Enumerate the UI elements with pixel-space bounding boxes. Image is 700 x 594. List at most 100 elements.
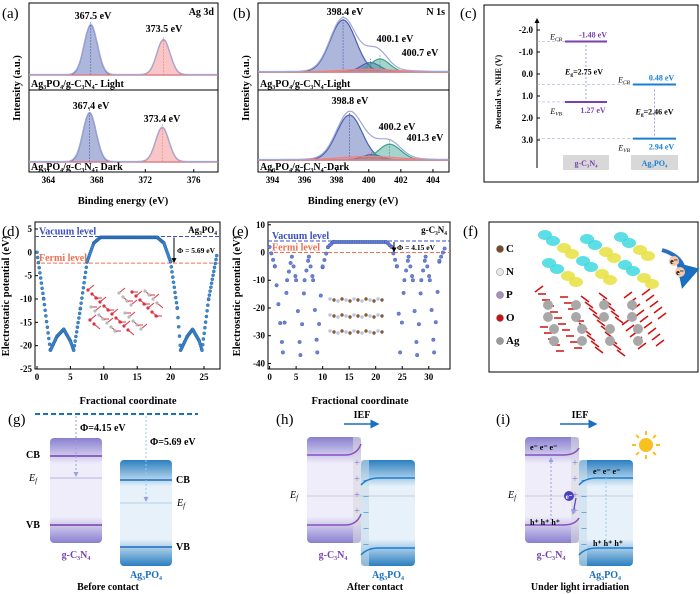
x-tick-label: 10 bbox=[318, 372, 328, 382]
material-label: Ag₃PO₄ bbox=[589, 570, 621, 581]
crystal-atom bbox=[372, 331, 376, 335]
sun-ray bbox=[652, 434, 657, 439]
electron-icon bbox=[675, 267, 685, 277]
panel-label: (f) bbox=[463, 224, 478, 240]
x-axis-label: Binding energy (eV) bbox=[308, 196, 399, 207]
data-point bbox=[171, 280, 176, 284]
data-point bbox=[406, 254, 411, 259]
data-point bbox=[205, 309, 209, 313]
data-point bbox=[83, 270, 88, 275]
data-point bbox=[73, 339, 77, 343]
x-tick-label: 364 bbox=[42, 175, 56, 185]
crystal-atom bbox=[89, 305, 93, 309]
data-point bbox=[269, 251, 274, 256]
crystal-atom bbox=[146, 306, 150, 310]
data-point bbox=[415, 353, 420, 358]
vb-label: VB bbox=[176, 542, 190, 553]
material-title: g-C₃N₄ bbox=[421, 225, 447, 235]
envelope-curve bbox=[258, 110, 449, 161]
electron-label: e⁻ bbox=[676, 268, 684, 277]
data-point bbox=[46, 331, 50, 335]
data-point bbox=[76, 320, 80, 325]
peak-component bbox=[258, 19, 449, 73]
x-tick-label: 398 bbox=[330, 175, 344, 185]
material-label: Ag₃PO₄ bbox=[372, 570, 404, 581]
data-point bbox=[80, 296, 84, 300]
x-tick-label: 20 bbox=[166, 372, 176, 382]
bond bbox=[649, 300, 659, 308]
electrons-label: e⁻ e⁻ e⁻ bbox=[593, 467, 620, 476]
bandgap-label: Eg=2.46 eV bbox=[635, 108, 674, 119]
data-point bbox=[170, 270, 174, 274]
crystal-atom bbox=[93, 309, 97, 313]
crystal-atom bbox=[332, 330, 336, 334]
positive-charge: + bbox=[572, 457, 578, 469]
crystal-atom bbox=[336, 315, 340, 319]
y-axis-label: Electrostatic potential (eV) bbox=[1, 235, 12, 356]
apo-band-box bbox=[361, 460, 415, 566]
x-tick-label: 5 bbox=[68, 372, 73, 382]
data-point bbox=[399, 320, 404, 325]
atom-legend-label: N bbox=[506, 266, 514, 278]
bond bbox=[612, 343, 622, 351]
x-axis-label: Fractional coordinate bbox=[79, 396, 176, 407]
crystal-atom bbox=[113, 329, 117, 333]
material-label: g-C₃N₄ bbox=[62, 550, 91, 561]
data-point bbox=[42, 302, 47, 307]
data-point bbox=[176, 315, 180, 320]
ag-atom bbox=[549, 336, 559, 346]
data-point bbox=[77, 311, 82, 316]
cb-label: CB bbox=[26, 450, 40, 461]
data-point bbox=[200, 342, 205, 347]
ag-atom bbox=[605, 336, 615, 346]
data-point bbox=[310, 274, 315, 279]
crystal-atom bbox=[368, 314, 372, 318]
negative-charge: − bbox=[363, 539, 369, 551]
data-point bbox=[393, 257, 398, 262]
atom-legend-swatch bbox=[496, 245, 504, 253]
data-point bbox=[416, 322, 421, 327]
bond bbox=[588, 307, 598, 315]
crystal-atom bbox=[155, 301, 159, 305]
data-point bbox=[83, 275, 87, 280]
data-point bbox=[304, 268, 309, 273]
material-label: Ag₃PO₄ bbox=[642, 159, 668, 168]
ief-label: IEF bbox=[572, 410, 589, 421]
crystal-atom bbox=[135, 323, 139, 327]
charge-density-lobe bbox=[603, 275, 617, 285]
crystal-atom bbox=[332, 314, 336, 318]
sample-label: Ag₃PO₄/g-C₃N₄-Light bbox=[260, 79, 351, 90]
data-point bbox=[432, 350, 437, 355]
data-point bbox=[206, 297, 211, 301]
crystal-atom bbox=[348, 331, 352, 335]
data-point bbox=[301, 291, 306, 296]
apo-band-box bbox=[579, 460, 633, 566]
junction-diagram: ++++−−−−− bbox=[307, 437, 415, 566]
peak-label: 398.8 eV bbox=[332, 96, 369, 107]
holes-label: h⁺ h⁺ h⁺ bbox=[593, 539, 623, 548]
bond bbox=[598, 292, 608, 300]
data-point bbox=[286, 269, 291, 274]
crystal-atom bbox=[127, 315, 131, 319]
data-point bbox=[78, 306, 83, 311]
data-point bbox=[320, 264, 325, 269]
vb-value: 1.27 eV bbox=[580, 106, 606, 115]
data-point bbox=[210, 277, 215, 282]
y-tick-label: 10 bbox=[256, 220, 266, 230]
plot-frame bbox=[483, 4, 699, 183]
positive-charge: + bbox=[354, 489, 360, 501]
bond bbox=[580, 295, 590, 303]
material-label: g-C₃N₄ bbox=[319, 550, 348, 561]
x-axis-label: Binding energy (eV) bbox=[78, 196, 169, 207]
ag-atom bbox=[577, 336, 587, 346]
positive-charge: + bbox=[354, 473, 360, 485]
crystal-atom bbox=[364, 313, 368, 317]
panel-label: (h) bbox=[276, 412, 294, 428]
data-point bbox=[177, 334, 182, 338]
bandgap-label: Eg=2.75 eV bbox=[564, 68, 603, 79]
envelope-curve bbox=[29, 23, 218, 76]
atom-legend-label: Ag bbox=[506, 335, 520, 347]
vacuum-level-label: Vacuum level bbox=[39, 226, 96, 237]
